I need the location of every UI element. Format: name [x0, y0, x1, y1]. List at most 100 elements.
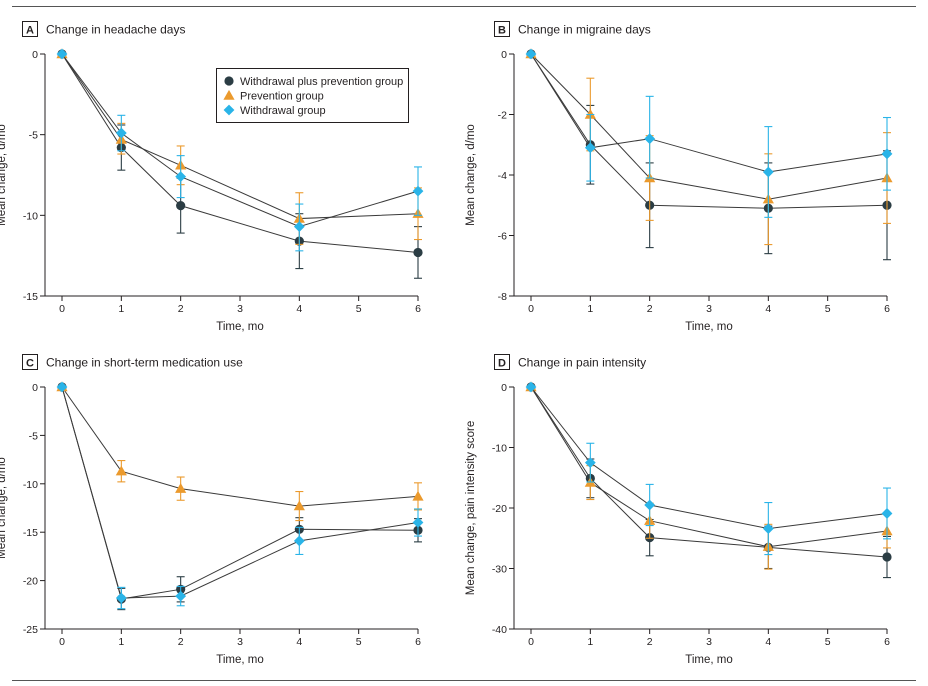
panel-c: C Change in short-term medication use 0 -5 -…	[0, 354, 424, 666]
x-axis-label: Time, mo	[685, 321, 733, 333]
panel-title: Change in pain intensity	[518, 356, 646, 370]
data-point	[412, 517, 424, 528]
y-axis-label: Mean change, d/mo	[465, 124, 477, 226]
x-tick-label: 1	[587, 636, 593, 648]
panel-a: A Change in headache days 0 -5 -10 -15 0 1 2 3 4 5 6…	[0, 21, 424, 333]
panel-title: Change in headache days	[46, 23, 185, 37]
panel-letter: D	[498, 358, 506, 370]
x-axis-label: Time, mo	[685, 654, 733, 666]
series-3	[56, 381, 424, 610]
y-tick-label: -25	[23, 624, 38, 636]
series-3	[525, 381, 893, 556]
x-tick-label: 5	[825, 303, 831, 315]
y-axis-label: Mean change, d/mo	[0, 124, 8, 226]
panel-letter-box	[22, 354, 38, 370]
data-point	[762, 166, 774, 178]
x-tick-label: 6	[884, 636, 890, 648]
panel-title: Change in short-term medication use	[46, 356, 243, 370]
y-tick-label: -10	[492, 443, 507, 455]
y-tick-label: -40	[492, 624, 507, 636]
data-point	[175, 483, 187, 493]
series-line	[61, 386, 419, 599]
series-2	[56, 381, 424, 522]
x-tick-label: 2	[178, 636, 184, 648]
series-line	[530, 53, 888, 173]
y-tick-label: -6	[498, 231, 507, 243]
series-line	[530, 386, 888, 558]
legend-marker	[223, 104, 235, 116]
series-line	[530, 386, 888, 548]
x-tick-label: 6	[884, 303, 890, 315]
data-point	[584, 108, 596, 119]
x-axis-label: Time, mo	[216, 654, 264, 666]
x-tick-label: 0	[59, 636, 65, 648]
panel-b: B Change in migraine days 0 -2 -4 -6 -8 0 1 2 3 4 5 6…	[465, 21, 893, 333]
data-point	[881, 508, 893, 519]
data-point	[293, 535, 305, 547]
x-tick-label: 0	[528, 303, 534, 315]
data-point	[525, 48, 537, 60]
panel-title: Change in migraine days	[518, 23, 651, 37]
x-tick-label: 1	[118, 636, 124, 648]
y-tick-label: -20	[23, 576, 38, 588]
x-tick-label: 4	[296, 636, 302, 648]
data-point	[115, 592, 127, 604]
y-tick-label: 0	[501, 49, 507, 61]
series-3	[525, 48, 893, 218]
data-point	[584, 457, 596, 469]
data-point	[644, 499, 656, 511]
panel-letter-box	[494, 21, 510, 37]
x-tick-label: 2	[647, 636, 653, 648]
panel-letter-box	[494, 354, 510, 370]
y-tick-label: -5	[29, 430, 38, 442]
data-point	[762, 523, 774, 534]
data-point	[115, 465, 127, 476]
y-tick-label: 0	[501, 382, 507, 394]
x-tick-label: 4	[765, 636, 771, 648]
y-tick-label: -10	[23, 479, 38, 491]
y-tick-label: -5	[29, 130, 38, 142]
data-point	[293, 221, 305, 233]
data-point	[881, 148, 893, 160]
series-line	[61, 386, 419, 507]
legend-box	[216, 68, 409, 123]
y-tick-label: -2	[498, 110, 507, 122]
x-tick-label: 3	[237, 636, 243, 648]
legend-marker	[223, 89, 235, 100]
legend-label: Prevention group	[240, 91, 324, 103]
data-point	[584, 142, 596, 154]
data-point	[175, 590, 187, 602]
x-tick-label: 5	[356, 636, 362, 648]
series-1	[526, 49, 892, 261]
x-tick-label: 4	[296, 303, 302, 315]
x-tick-label: 2	[647, 303, 653, 315]
y-tick-label: -20	[492, 503, 507, 515]
y-tick-label: -15	[23, 291, 38, 303]
y-tick-label: 0	[32, 49, 38, 61]
data-point	[525, 381, 537, 393]
x-tick-label: 3	[706, 303, 712, 315]
data-point	[176, 201, 186, 211]
series-line	[530, 53, 888, 209]
x-tick-label: 5	[825, 636, 831, 648]
data-point	[56, 48, 68, 60]
data-point	[412, 185, 424, 197]
x-tick-label: 0	[59, 303, 65, 315]
series-3	[56, 48, 424, 252]
top-rule	[12, 6, 916, 7]
data-point	[115, 127, 127, 139]
series-2	[525, 48, 893, 246]
x-tick-label: 1	[587, 303, 593, 315]
data-point	[293, 500, 305, 511]
x-tick-label: 0	[528, 636, 534, 648]
series-2	[525, 381, 893, 570]
x-tick-label: 5	[356, 303, 362, 315]
legend-label: Withdrawal plus prevention group	[240, 76, 403, 88]
y-axis-label: Mean change, pain intensity score	[465, 421, 477, 596]
data-point	[413, 247, 423, 258]
x-axis-label: Time, mo	[216, 321, 264, 333]
x-tick-label: 1	[118, 303, 124, 315]
series-line	[61, 386, 419, 600]
data-point	[175, 171, 187, 183]
